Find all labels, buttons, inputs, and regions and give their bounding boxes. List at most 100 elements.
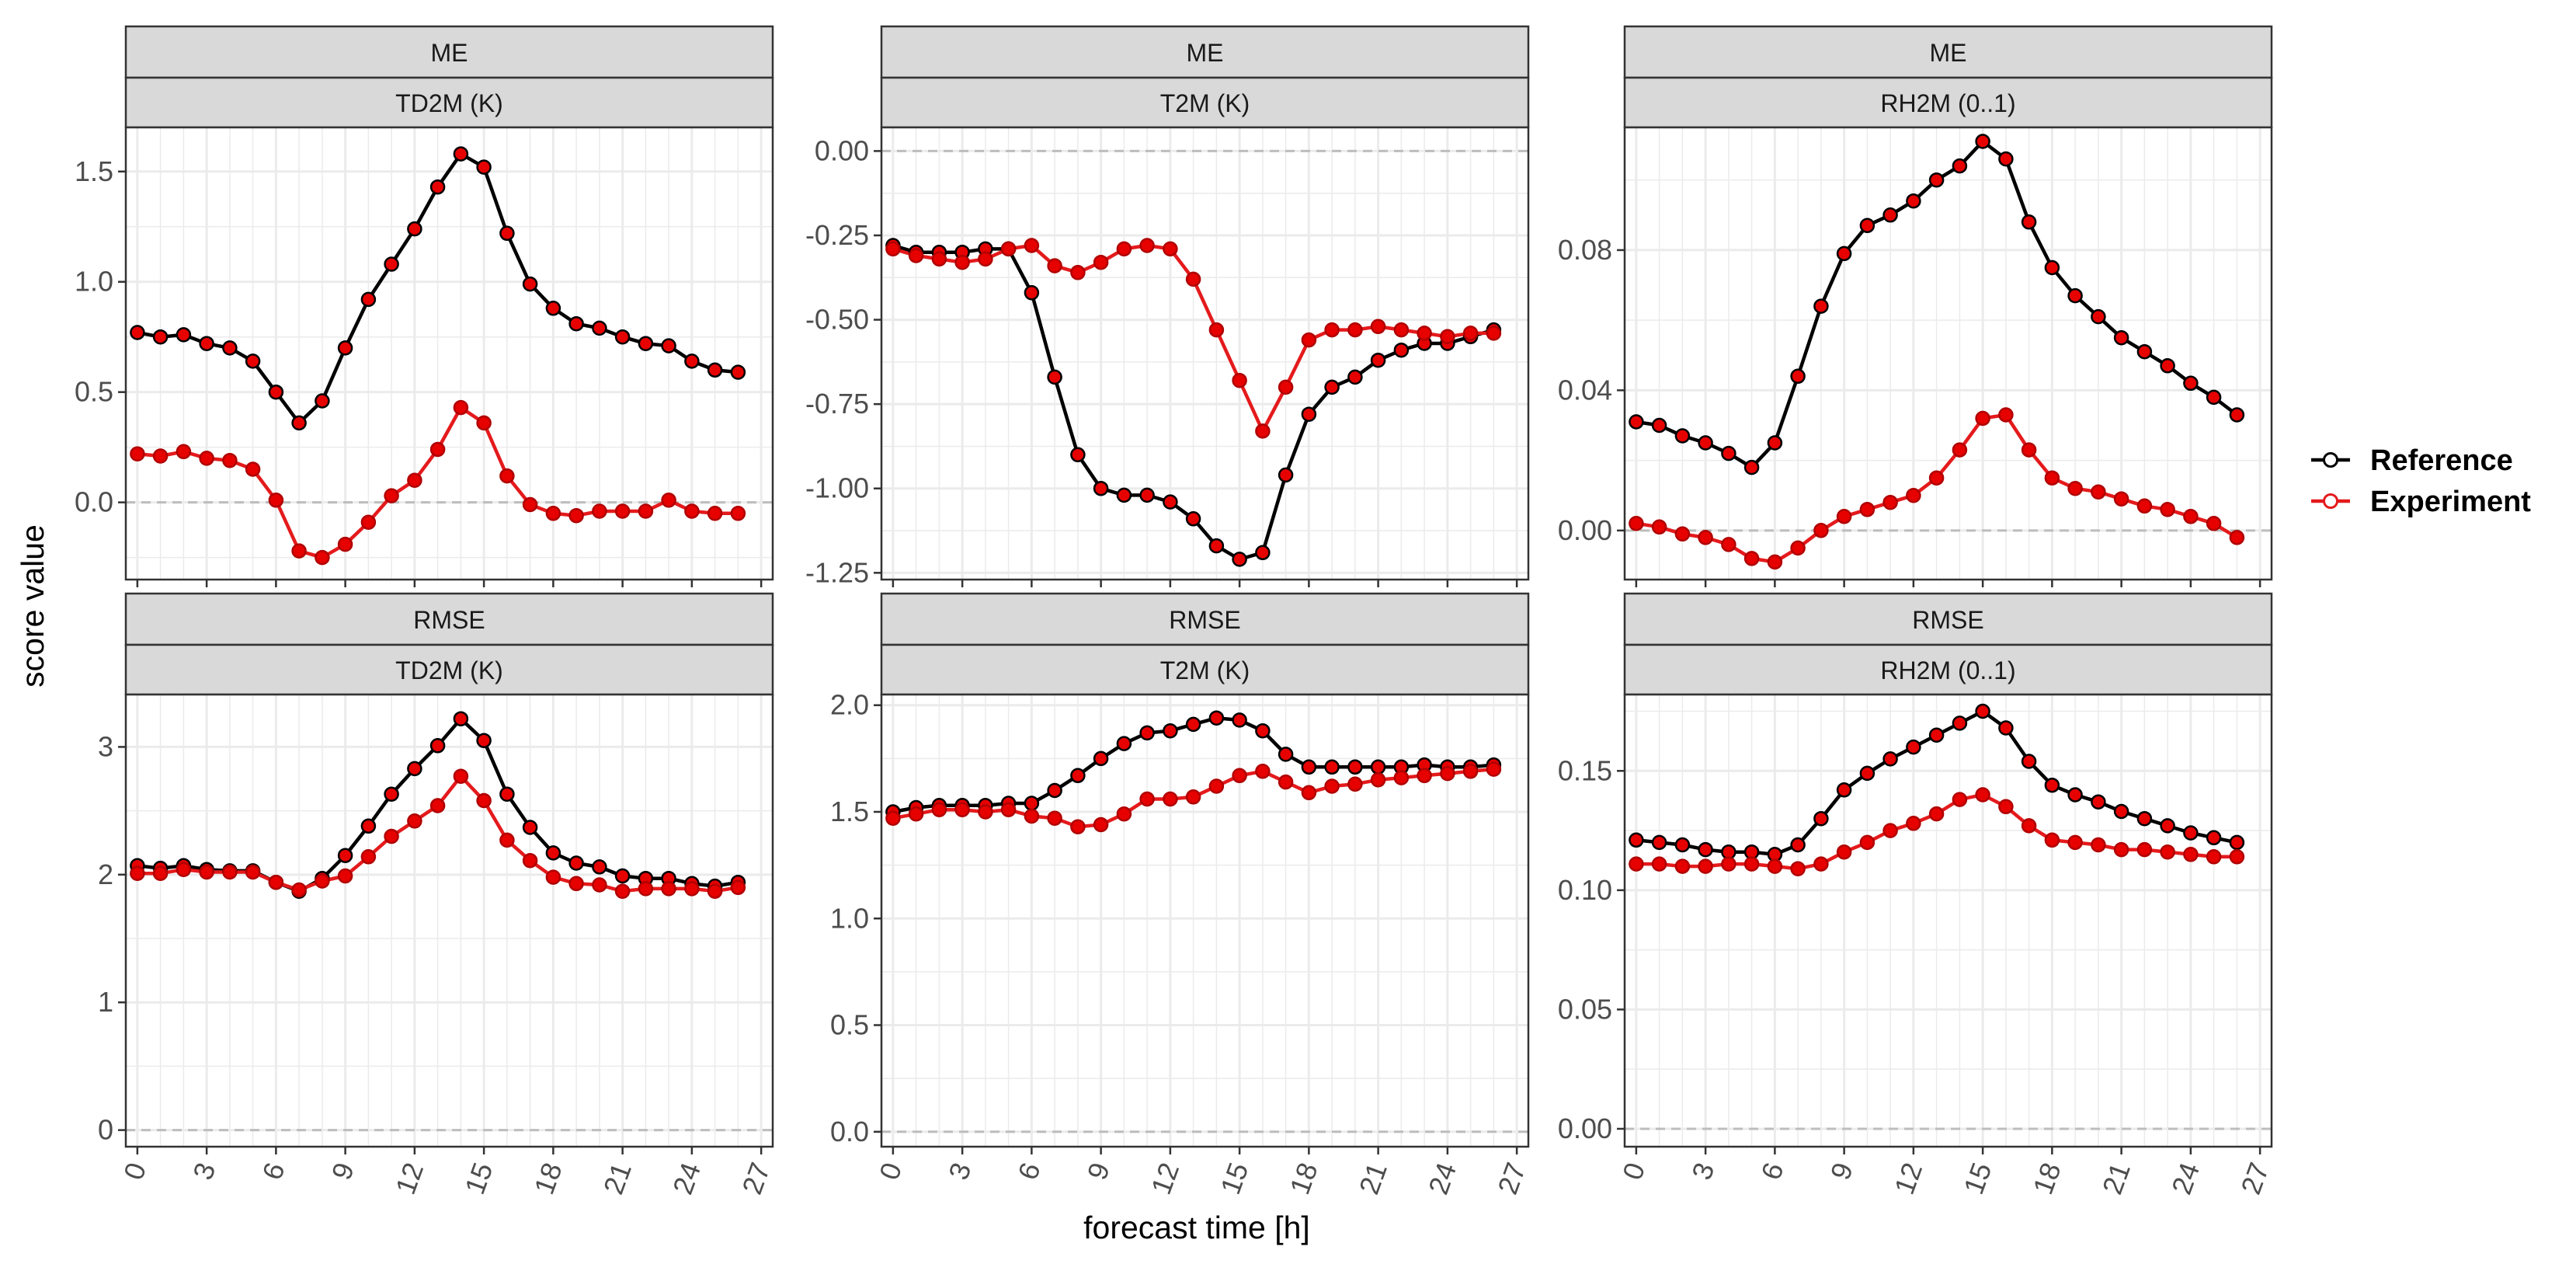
y-tick-label: 3	[98, 730, 113, 762]
data-point-experiment	[1698, 858, 1713, 874]
data-point-experiment	[2136, 498, 2153, 514]
data-point-experiment	[1393, 322, 1410, 338]
strip-score-box	[124, 592, 774, 646]
data-point-experiment	[1998, 407, 2014, 423]
data-point-reference	[1301, 759, 1317, 775]
data-point-experiment	[1790, 861, 1806, 876]
panel-border	[124, 126, 774, 581]
y-tick-label: 0	[98, 1114, 113, 1146]
data-point-experiment	[176, 862, 192, 877]
strip-parameter-box	[124, 643, 774, 696]
y-tick-label: 0.04	[1558, 374, 1612, 406]
data-point-reference	[1882, 751, 1898, 767]
data-point-experiment	[592, 503, 607, 519]
data-point-reference	[1116, 487, 1132, 503]
data-point-experiment	[1417, 326, 1432, 341]
data-point-experiment	[908, 806, 924, 822]
data-point-experiment	[885, 810, 901, 826]
data-point-reference	[2021, 214, 2037, 230]
data-point-reference	[1975, 703, 1990, 719]
y-tick-label: 0.00	[1558, 1113, 1612, 1144]
data-point-reference	[1278, 747, 1294, 762]
strip-score-box	[124, 25, 774, 79]
data-point-experiment	[2067, 480, 2083, 496]
strip-score-label: ME	[1187, 39, 1224, 67]
data-point-reference	[1629, 414, 1644, 430]
data-point-reference	[1629, 832, 1644, 848]
data-point-reference	[2044, 259, 2060, 276]
data-point-reference	[1024, 796, 1040, 811]
data-point-reference	[337, 848, 353, 863]
data-point-reference	[638, 336, 654, 351]
data-point-reference	[2091, 794, 2106, 810]
data-point-experiment	[360, 514, 377, 530]
data-point-experiment	[1324, 778, 1340, 794]
panel-background	[1625, 695, 2272, 1147]
x-tick-label: 3	[186, 1158, 221, 1184]
x-tick-label: 3	[1685, 1158, 1720, 1184]
data-point-experiment	[1952, 792, 1968, 807]
data-point-reference	[592, 859, 607, 875]
data-point-reference	[1698, 841, 1713, 858]
strip-score-label: ME	[431, 39, 468, 67]
x-tick-label: 12	[1145, 1158, 1185, 1199]
y-tick-label: 0.0	[75, 486, 113, 518]
data-point-reference	[1836, 245, 1852, 262]
data-point-reference	[384, 786, 399, 802]
data-point-experiment	[1486, 326, 1502, 341]
strip-parameter-label: TD2M (K)	[395, 89, 503, 117]
data-point-experiment	[1255, 423, 1271, 439]
data-point-reference	[268, 384, 284, 400]
panel-rmse-rh2m-0-1: RMSE RH2M (0..1) 0.00 0.05 0.10 0.15 0 3 6 9 12 15 1…	[1558, 592, 2275, 1199]
data-point-reference	[476, 733, 492, 748]
data-point-experiment	[1024, 238, 1040, 253]
data-point-reference	[1324, 759, 1340, 775]
data-point-experiment	[1440, 765, 1455, 782]
data-point-experiment	[337, 536, 353, 552]
data-point-experiment	[931, 251, 947, 267]
data-point-reference	[1906, 739, 1921, 755]
data-point-experiment	[176, 444, 192, 460]
data-point-experiment	[268, 493, 284, 508]
data-point-experiment	[1208, 778, 1225, 794]
y-tick-label: 2.0	[830, 689, 869, 721]
data-point-experiment	[592, 877, 607, 893]
data-point-reference	[1255, 545, 1271, 561]
y-tick-label: 0.10	[1558, 874, 1612, 906]
data-point-experiment	[130, 446, 145, 461]
data-point-reference	[407, 761, 422, 777]
data-point-experiment	[2044, 832, 2060, 848]
data-point-experiment	[268, 874, 284, 890]
facet-panels: ME TD2M (K) 0.0 0.5 1.0 1.5 ME T2M (K) -1.25 -1.0…	[75, 25, 2275, 1199]
data-point-reference	[1278, 467, 1294, 483]
data-point-reference	[1047, 782, 1062, 799]
data-point-reference	[1347, 759, 1363, 775]
data-point-experiment	[1278, 774, 1294, 790]
data-point-experiment	[1674, 526, 1691, 542]
data-point-experiment	[1093, 817, 1109, 833]
data-point-experiment	[152, 865, 169, 881]
data-point-reference	[476, 159, 492, 175]
data-point-experiment	[1278, 379, 1294, 395]
data-point-experiment	[522, 852, 538, 869]
y-tick-label: 0.15	[1558, 754, 1612, 786]
x-tick-label: 0	[873, 1158, 908, 1184]
data-point-reference	[730, 364, 746, 380]
strip-parameter-label: TD2M (K)	[395, 656, 503, 684]
data-point-experiment	[1417, 768, 1432, 784]
data-point-experiment	[1232, 372, 1247, 388]
data-point-experiment	[1070, 819, 1086, 834]
data-point-experiment	[1721, 537, 1736, 552]
panel-border	[880, 126, 1530, 581]
data-point-reference	[360, 818, 377, 834]
panel-border	[1623, 126, 2273, 581]
x-tick-label: 0	[1616, 1158, 1651, 1184]
data-point-experiment	[1629, 516, 1644, 531]
data-point-reference	[707, 362, 723, 378]
data-point-reference	[1651, 417, 1667, 434]
data-point-experiment	[1139, 791, 1155, 807]
data-point-experiment	[1324, 322, 1340, 338]
data-point-experiment	[2183, 509, 2199, 524]
data-point-reference	[222, 340, 238, 356]
data-point-reference	[2229, 407, 2245, 423]
